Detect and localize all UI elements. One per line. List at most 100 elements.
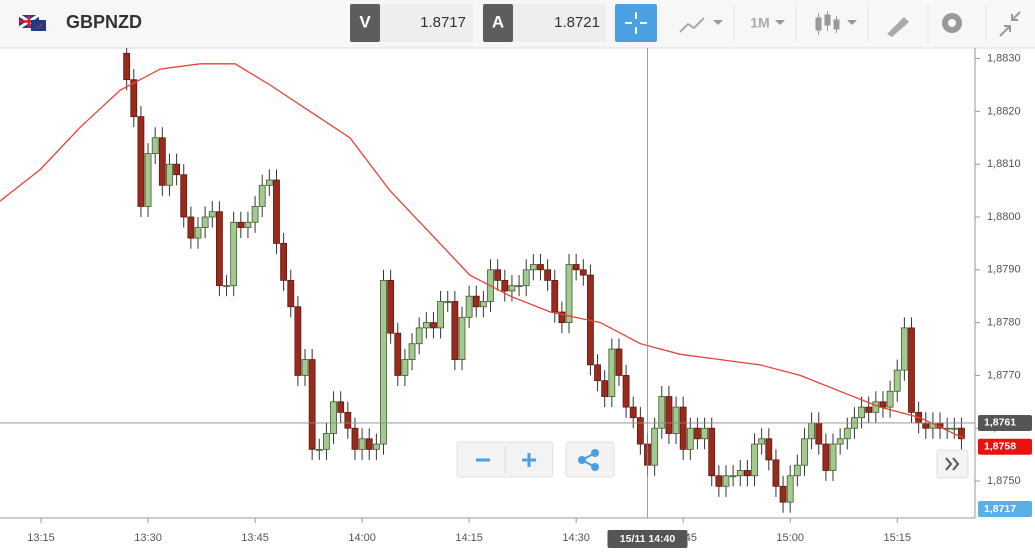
candle-body xyxy=(808,422,816,440)
candle-style-button[interactable] xyxy=(815,11,857,35)
candle-body xyxy=(151,137,159,155)
y-tick-label: 1,8750 xyxy=(987,475,1021,487)
candle-body xyxy=(508,285,516,292)
candle-body xyxy=(544,269,552,281)
candle-body xyxy=(408,343,416,360)
price-marker xyxy=(978,414,1032,431)
chart-type-button[interactable] xyxy=(679,17,723,33)
candle-body xyxy=(358,438,366,450)
candle-body xyxy=(686,427,694,450)
candle-body xyxy=(201,216,209,228)
share-button[interactable] xyxy=(565,441,615,478)
candle-body xyxy=(729,475,737,478)
candle-body xyxy=(301,359,309,376)
candle-body xyxy=(187,216,195,239)
candle-body xyxy=(736,470,744,477)
candle-body xyxy=(273,179,280,244)
candle-body xyxy=(294,306,302,376)
settings-button[interactable] xyxy=(942,13,962,33)
scroll-end-button[interactable] xyxy=(936,449,969,479)
candle-body xyxy=(558,311,566,324)
candle-body xyxy=(465,295,473,318)
candle-body xyxy=(372,443,380,450)
candle-body xyxy=(779,485,787,503)
candle-body xyxy=(216,211,223,287)
candle-body xyxy=(579,269,587,276)
candle-body xyxy=(380,279,387,445)
candle-body xyxy=(701,427,708,440)
y-tick-label: 1,8780 xyxy=(987,317,1021,329)
moving-average xyxy=(0,63,966,440)
draw-button[interactable] xyxy=(887,17,910,37)
candle-body xyxy=(829,443,837,471)
candle-body xyxy=(415,327,423,345)
ask-box xyxy=(513,4,606,42)
y-tick-label: 1,8830 xyxy=(987,52,1021,64)
crosshair-label-box xyxy=(607,530,688,548)
candle-body xyxy=(158,137,166,186)
candle-body xyxy=(679,406,687,450)
bid-button[interactable] xyxy=(350,4,380,42)
zoom-in[interactable] xyxy=(522,453,536,467)
candle-body xyxy=(137,116,145,207)
price-marker-label: 1,8761 xyxy=(984,417,1016,429)
flag xyxy=(18,13,46,31)
candle-body xyxy=(793,464,801,477)
share-icon xyxy=(578,449,599,471)
candle-body xyxy=(922,422,930,429)
ask-price: 1.8721 xyxy=(554,14,600,31)
minimize-button[interactable] xyxy=(999,11,1021,37)
candle-body xyxy=(501,279,509,292)
candle-body xyxy=(458,316,466,360)
candle-body xyxy=(594,364,601,382)
x-tick-label: 15:00 xyxy=(776,532,804,544)
candle-body xyxy=(843,427,851,440)
candle-body xyxy=(315,448,323,451)
candle-body xyxy=(651,427,659,466)
candle-body xyxy=(430,322,437,329)
candle-body xyxy=(265,179,273,186)
candle-body xyxy=(865,406,873,413)
timeframe[interactable]: 1M xyxy=(750,15,769,31)
candle-body xyxy=(144,153,152,207)
candle-body xyxy=(308,359,316,450)
candle-body xyxy=(694,427,701,440)
timeframe-caret xyxy=(775,20,785,25)
candle-body xyxy=(194,227,202,239)
candle-body xyxy=(401,359,409,376)
candle-body xyxy=(758,438,766,445)
candle-body xyxy=(879,401,887,408)
candle-body xyxy=(472,295,480,308)
price-marker xyxy=(978,438,1032,455)
candle-body xyxy=(801,438,808,466)
candle-body xyxy=(479,301,487,308)
x-tick-label: 14:30 xyxy=(562,532,590,544)
candle-body xyxy=(551,279,559,313)
candle-body xyxy=(665,396,673,434)
candle-body xyxy=(237,221,245,228)
scroll-end-icon xyxy=(945,457,960,471)
candle-body xyxy=(387,279,395,334)
crosshair-button[interactable] xyxy=(615,4,657,42)
bid-price: 1.8717 xyxy=(420,14,466,31)
ask-button[interactable] xyxy=(483,4,513,42)
candle-body xyxy=(451,301,459,360)
candle-body xyxy=(608,348,616,397)
x-tick-label: 13:45 xyxy=(241,532,269,544)
candle-body xyxy=(858,406,865,419)
x-tick-label: 15:15 xyxy=(883,532,911,544)
candle-body xyxy=(715,475,723,487)
candle-body xyxy=(601,380,609,397)
candle-body xyxy=(173,163,180,176)
candle-body xyxy=(251,206,259,223)
zoom-controls xyxy=(456,441,969,479)
y-tick-label: 1,8770 xyxy=(987,369,1021,381)
candle-body xyxy=(836,438,844,445)
candle-body xyxy=(815,422,823,445)
candle-body xyxy=(515,285,523,288)
candle-body xyxy=(180,174,188,218)
y-tick-label: 1,8800 xyxy=(987,211,1021,223)
candle-body xyxy=(330,401,337,434)
bid-label: V xyxy=(359,12,371,31)
